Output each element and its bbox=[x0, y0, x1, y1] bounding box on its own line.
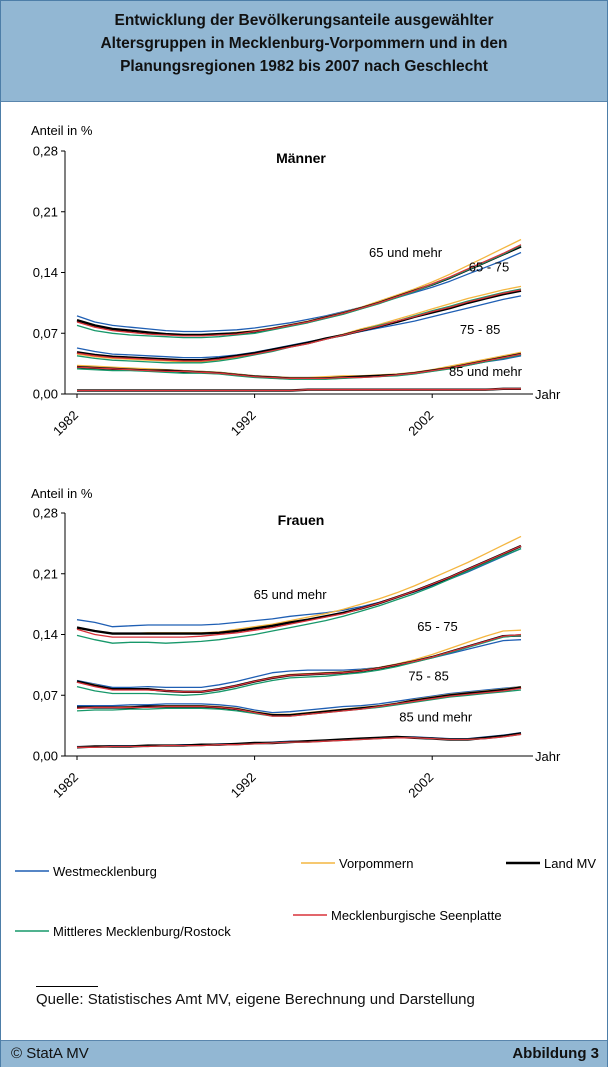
x-axis-label: Jahr bbox=[535, 387, 561, 402]
figure-title: Entwicklung der Bevölkerungsanteile ausg… bbox=[11, 9, 597, 78]
y-tick-label: 0,21 bbox=[33, 566, 58, 581]
y-tick-label: 0,21 bbox=[33, 204, 58, 219]
title-line: Planungsregionen 1982 bis 2007 nach Gesc… bbox=[120, 58, 488, 75]
x-tick-label: 2002 bbox=[405, 408, 436, 439]
panel-title: Frauen bbox=[278, 512, 325, 528]
age-group-label: 75 - 85 bbox=[408, 668, 448, 683]
age-group-label: 85 und mehr bbox=[449, 364, 523, 379]
age-group-label: 65 - 75 bbox=[469, 260, 509, 275]
series-line bbox=[76, 244, 522, 337]
figure-label: Abbildung 3 bbox=[512, 1045, 599, 1062]
source-note: Quelle: Statistisches Amt MV, eigene Ber… bbox=[36, 991, 475, 1008]
y-tick-label: 0,00 bbox=[33, 749, 58, 764]
series-line bbox=[76, 633, 522, 693]
y-tick-label: 0,07 bbox=[33, 326, 58, 341]
age-group-label: 65 - 75 bbox=[417, 619, 457, 634]
series-line bbox=[76, 545, 522, 638]
series-line bbox=[76, 245, 522, 339]
series-line bbox=[76, 629, 522, 693]
series-line bbox=[76, 687, 522, 717]
series-line bbox=[76, 251, 522, 333]
y-tick-label: 0,14 bbox=[33, 265, 58, 280]
series-line bbox=[77, 685, 522, 714]
series-line bbox=[76, 634, 522, 696]
legend-label: Vorpommern bbox=[339, 856, 413, 871]
series-line bbox=[77, 733, 522, 748]
series-line bbox=[76, 289, 522, 362]
legend-label: Mecklenburgische Seenplatte bbox=[331, 908, 502, 923]
charts-canvas: 0,00 0,07 0,14 0,21 0,28 1982 1992 2002 Anteil i… bbox=[15, 123, 596, 939]
series-line bbox=[76, 354, 522, 380]
title-line: Altersgruppen in Mecklenburg-Vorpommern … bbox=[100, 35, 508, 52]
x-tick-label: 2002 bbox=[405, 770, 436, 801]
series-line bbox=[77, 686, 522, 717]
footer-bar: © StatA MV Abbildung 3 bbox=[1, 1040, 607, 1067]
series-line bbox=[77, 388, 521, 392]
series-line bbox=[76, 353, 522, 380]
x-tick-label: 1992 bbox=[228, 408, 259, 439]
y-tick-label: 0,07 bbox=[33, 688, 58, 703]
y-tick-label: 0,14 bbox=[33, 627, 58, 642]
copyright-text: © StatA MV bbox=[11, 1045, 89, 1062]
y-axis-label: Anteil in % bbox=[31, 123, 93, 138]
x-axis-label: Jahr bbox=[535, 749, 561, 764]
series-line bbox=[76, 288, 522, 364]
title-banner: Entwicklung der Bevölkerungsanteile ausg… bbox=[1, 1, 607, 102]
age-group-label: 85 und mehr bbox=[399, 709, 473, 724]
x-tick-label: 1982 bbox=[50, 408, 81, 439]
series-line bbox=[76, 547, 522, 644]
title-line: Entwicklung der Bevölkerungsanteile ausg… bbox=[114, 12, 494, 29]
age-group-label: 65 und mehr bbox=[254, 587, 328, 602]
source-divider bbox=[36, 986, 98, 987]
x-tick-label: 1992 bbox=[228, 770, 259, 801]
series-line bbox=[76, 732, 522, 749]
legend-label: Mittleres Mecklenburg/Rostock bbox=[53, 924, 231, 939]
series-line bbox=[76, 639, 522, 689]
y-tick-label: 0,28 bbox=[33, 506, 58, 521]
legend-label: Westmecklenburg bbox=[53, 864, 157, 879]
y-axis-label: Anteil in % bbox=[31, 486, 93, 501]
series-line bbox=[76, 289, 522, 362]
age-group-label: 75 - 85 bbox=[460, 322, 500, 337]
y-tick-label: 0,28 bbox=[33, 144, 58, 159]
y-tick-label: 0,00 bbox=[33, 387, 58, 402]
x-tick-label: 1982 bbox=[50, 770, 81, 801]
panel-title: Männer bbox=[276, 150, 326, 166]
legend-label: Land MV bbox=[544, 856, 596, 871]
age-group-label: 65 und mehr bbox=[369, 245, 443, 260]
series-line bbox=[76, 634, 522, 693]
